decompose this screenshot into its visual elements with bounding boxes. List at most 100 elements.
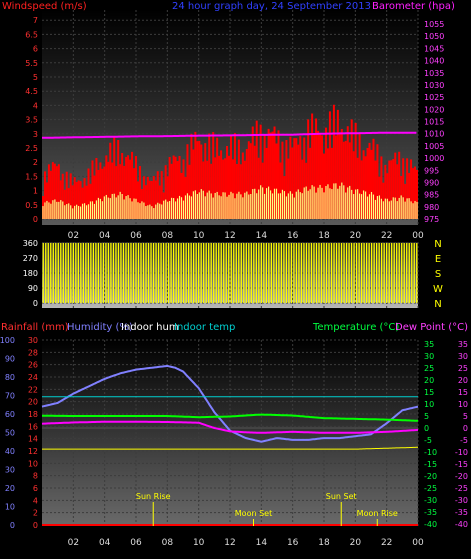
rain-tick-label: 6: [33, 484, 38, 493]
hour-tick-label: 00: [412, 231, 424, 241]
wind-tick-label: 2.5: [25, 144, 38, 153]
baro-tick-label: 1005: [424, 142, 444, 151]
baro-tick-label: 1010: [424, 130, 444, 139]
humidity-tick-label: 30: [5, 466, 15, 475]
baro-tick-label: 1025: [424, 93, 444, 102]
hour-tick-label: 14: [256, 231, 268, 241]
hour-tick-label: 12: [224, 231, 235, 241]
temp-tick-label: -30: [424, 496, 437, 505]
rain-tick-label: 8: [33, 472, 38, 481]
compass-label: N: [434, 299, 441, 310]
temp-tick-label: 25: [424, 364, 434, 373]
wind-tick-label: 6.5: [25, 30, 38, 39]
hour-tick-label: 02: [68, 231, 79, 241]
wind-tick-label: 3.5: [25, 116, 38, 125]
hour-tick-label: 22: [381, 538, 392, 548]
direction-tick-label: 0: [33, 299, 38, 308]
direction-tick-label: 90: [28, 284, 38, 293]
windspeed-label: Windspeed (m/s): [2, 1, 87, 12]
baro-tick-label: 995: [424, 166, 439, 175]
rain-tick-label: 10: [28, 459, 38, 468]
temp-tick-label: 5: [424, 412, 429, 421]
barometer-label: Barometer (hpa): [372, 1, 455, 12]
hour-tick-label: 10: [193, 538, 205, 548]
rain-tick-label: 20: [28, 398, 38, 407]
baro-tick-label: 1020: [424, 105, 444, 114]
wind-tick-label: 0: [33, 215, 38, 224]
compass-label: E: [435, 254, 441, 265]
rain-tick-label: 30: [28, 336, 38, 345]
dewpoint-tick-label: -35: [455, 508, 468, 517]
baro-tick-label: 980: [424, 203, 439, 212]
wind-tick-label: 2: [33, 158, 38, 167]
wind-tick-label: 7: [33, 16, 38, 25]
dewpoint-tick-label: -30: [455, 496, 468, 505]
temp-tick-label: -40: [424, 520, 437, 529]
temp-tick-label: 10: [424, 400, 434, 409]
hour-tick-label: 18: [318, 538, 330, 548]
hour-tick-label: 08: [162, 538, 174, 548]
compass-label: S: [435, 269, 441, 280]
direction-tick-label: 360: [23, 239, 38, 248]
rain-tick-label: 28: [28, 348, 38, 357]
event-label: Sun Rise: [136, 492, 171, 501]
baro-tick-label: 1015: [424, 118, 444, 127]
humidity-tick-label: 70: [5, 392, 15, 401]
humidity-tick-label: 90: [5, 355, 15, 364]
dewpoint-tick-label: 10: [458, 400, 468, 409]
dewpoint-tick-label: 30: [458, 352, 468, 361]
wind-tick-label: 4.5: [25, 87, 38, 96]
humidity-tick-label: 50: [5, 429, 15, 438]
dewpoint-tick-label: -10: [455, 448, 468, 457]
chart-title: 24 hour graph day, 24 September 2013: [172, 1, 371, 12]
humidity-legend: Humidity (%): [67, 322, 133, 333]
rainfall-legend: Rainfall (mm): [1, 322, 69, 333]
wind-tick-label: 5: [33, 73, 38, 82]
compass-label: N: [434, 239, 441, 250]
baro-tick-label: 1040: [424, 57, 444, 66]
humidity-tick-label: 80: [5, 373, 15, 382]
dewpoint-tick-label: 5: [463, 412, 468, 421]
temp-tick-label: 35: [424, 340, 434, 349]
baro-tick-label: 1045: [424, 44, 444, 53]
series-line: [42, 413, 419, 422]
rain-tick-label: 24: [28, 373, 38, 382]
wind-tick-label: 5.5: [25, 59, 38, 68]
humidity-tick-label: 0: [10, 521, 15, 530]
hour-tick-label: 14: [256, 538, 268, 548]
hour-tick-label: 12: [224, 538, 235, 548]
series-line: [41, 420, 419, 434]
temp-tick-label: 0: [424, 424, 429, 433]
wind-tick-label: 4: [33, 101, 38, 110]
rain-tick-label: 12: [28, 447, 38, 456]
direction-tick-label: 270: [23, 254, 38, 263]
rain-tick-label: 14: [28, 435, 38, 444]
temp-tick-label: 20: [424, 376, 434, 385]
wind-tick-label: 1: [33, 187, 38, 196]
baro-tick-label: 1050: [424, 32, 444, 41]
event-label: Moon Rise: [357, 509, 398, 518]
rain-tick-label: 2: [33, 509, 38, 518]
rain-tick-label: 4: [33, 496, 38, 505]
wind-tick-label: 0.5: [25, 201, 38, 210]
dewpoint-tick-label: -25: [455, 484, 468, 493]
dewpoint-tick-label: -15: [455, 460, 468, 469]
hour-tick-label: 16: [287, 231, 299, 241]
rain-tick-label: 18: [28, 410, 38, 419]
temperature-legend: Temperature (°C): [312, 322, 399, 333]
dewpoint-legend: Dew Point (°C): [395, 322, 468, 333]
temp-tick-label: 15: [424, 388, 434, 397]
indoor-hum-legend: Indoor hum: [121, 322, 179, 333]
hour-tick-label: 06: [130, 538, 142, 548]
rain-tick-label: 16: [28, 422, 38, 431]
hour-tick-label: 08: [162, 231, 174, 241]
hour-tick-label: 00: [412, 538, 424, 548]
event-label: Sun Set: [326, 492, 357, 501]
dewpoint-tick-label: 0: [463, 424, 468, 433]
barometer-line: [42, 131, 417, 139]
hour-tick-label: 18: [318, 231, 330, 241]
dewpoint-tick-label: -20: [455, 472, 468, 481]
temp-tick-label: -35: [424, 508, 437, 517]
rain-tick-label: 22: [28, 385, 38, 394]
